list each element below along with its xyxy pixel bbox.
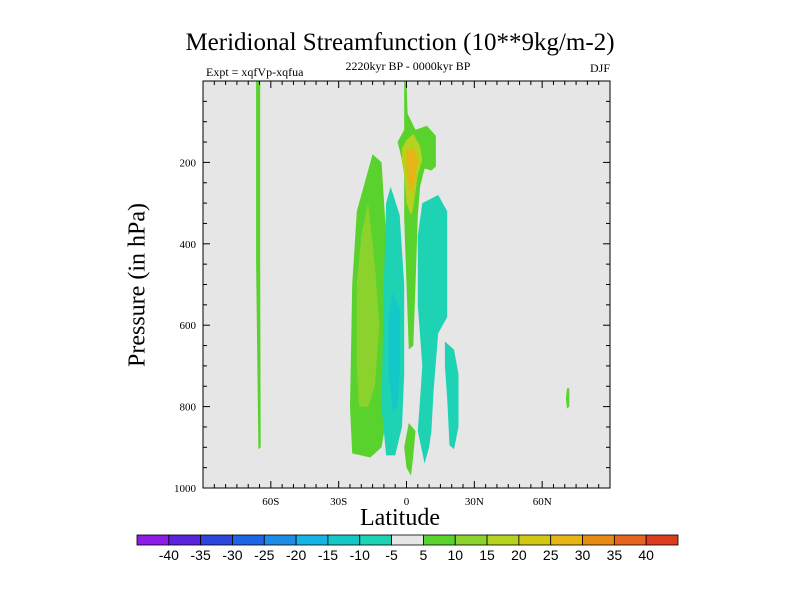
colorbar-label: 30 (575, 547, 591, 563)
colorbar-swatch (168, 534, 202, 546)
colorbar-swatch (550, 534, 583, 546)
colorbar-swatch (200, 534, 233, 546)
colorbar-swatch (359, 534, 392, 546)
colorbar-swatch (582, 534, 615, 546)
chart-title: Meridional Streamfunction (10**9kg/m-2) (185, 29, 615, 56)
colorbar-label: 10 (447, 547, 463, 563)
x-tick-label: 60S (262, 496, 279, 508)
x-tick-label: 60N (533, 496, 552, 508)
contour-nh-negative-outer (417, 195, 448, 464)
colorbar-label: 15 (479, 547, 495, 563)
colorbar-label: -25 (254, 547, 274, 563)
colorbar-label: -30 (222, 547, 242, 563)
colorbar-swatch (263, 534, 297, 546)
x-tick-label: 30N (465, 496, 484, 508)
contour-eq-positive-tongue (404, 422, 416, 476)
colorbar-swatch (645, 534, 679, 546)
colorbar-swatch (136, 534, 170, 546)
y-tick-label: 800 (180, 402, 197, 414)
colorbar-label: 25 (543, 547, 559, 563)
colorbar-swatch (454, 534, 488, 546)
colorbar-label: -35 (191, 547, 211, 563)
y-tick-label: 1000 (174, 483, 197, 495)
colorbar-swatch (423, 534, 456, 546)
colorbar-swatch (391, 534, 424, 546)
colorbar-swatch (518, 534, 552, 546)
x-tick-label: 0 (404, 496, 410, 508)
colorbar-label: 35 (607, 547, 623, 563)
colorbar-label: -5 (385, 547, 398, 563)
y-tick-label: 400 (180, 239, 197, 251)
contour-upper-jet-core (406, 148, 418, 191)
colorbar-label: 40 (638, 547, 654, 563)
colorbar-swatch (232, 534, 265, 546)
colorbar-label: 20 (511, 547, 527, 563)
period-label: 2220kyr BP - 0000kyr BP (345, 59, 471, 73)
experiment-label: Expt = xqfVp-xqfua (206, 65, 304, 79)
x-axis-label: Latitude (360, 505, 440, 531)
x-tick-label: 30S (330, 496, 347, 508)
y-tick-label: 200 (180, 157, 197, 169)
contour-sh-positive-inner (356, 203, 380, 407)
contour-band-60S (256, 81, 261, 450)
colorbar-swatch (486, 534, 520, 546)
colorbar-swatch (295, 534, 329, 546)
colorbar-swatch (327, 534, 361, 546)
contour-eq-negative-inner (388, 292, 400, 411)
colorbar-label: -10 (350, 547, 370, 563)
colorbar-swatch (613, 534, 647, 546)
colorbar-label: -20 (286, 547, 306, 563)
contour-dot-70N (565, 388, 570, 409)
colorbar-label: -40 (159, 547, 179, 563)
y-tick-label: 600 (180, 320, 197, 332)
contour-nh-negative-lower (444, 341, 459, 450)
colorbar-label: 5 (420, 547, 428, 563)
season-label: DJF (589, 61, 610, 75)
colorbar-label: -15 (318, 547, 338, 563)
